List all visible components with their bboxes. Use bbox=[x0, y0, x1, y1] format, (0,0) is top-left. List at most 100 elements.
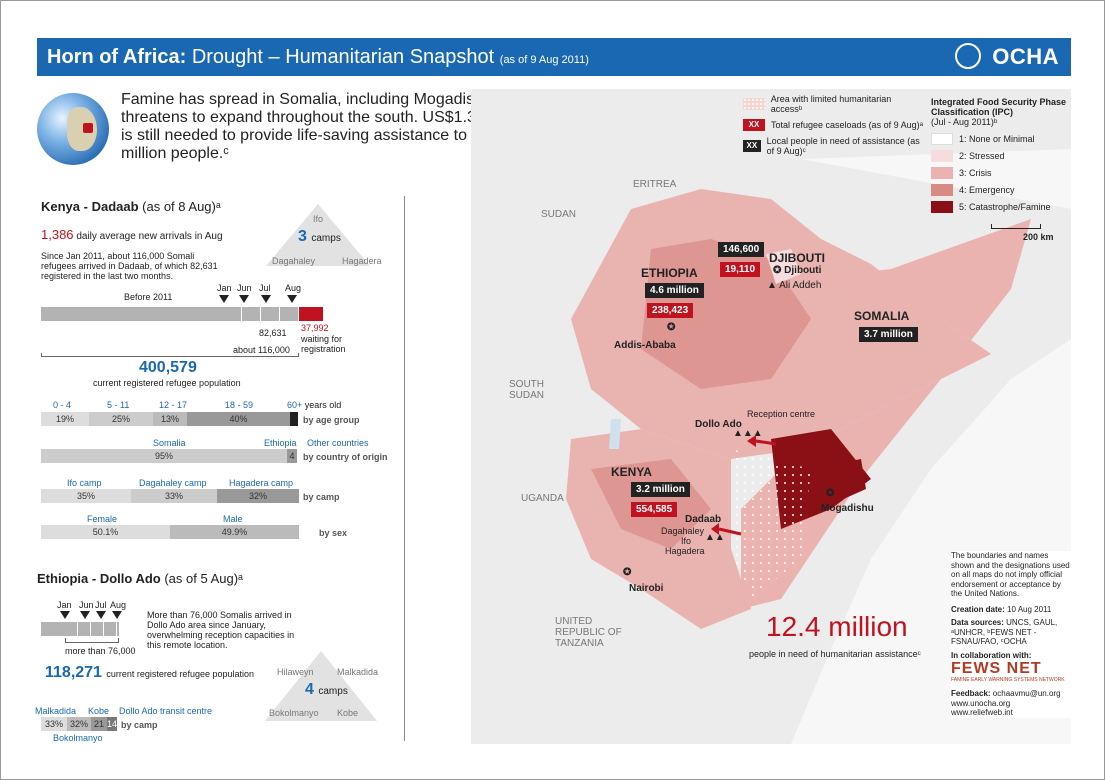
sex-bar-male: 49.9% bbox=[170, 525, 299, 539]
legend-local-swatch: XX bbox=[743, 140, 761, 152]
title-date: (as of 9 Aug 2011) bbox=[499, 54, 589, 66]
legend-access: Area with limited humanitarian accessᵇ bbox=[743, 94, 923, 114]
somalia-need-badge: 3.7 million bbox=[859, 327, 918, 342]
total-need-text: people in need of humanitarian assistanc… bbox=[749, 649, 921, 659]
city-djibouti: ✪ Djibouti bbox=[773, 265, 822, 276]
marker-aug-icon bbox=[287, 295, 297, 303]
eth-monthly-bar bbox=[65, 622, 119, 636]
page-title: Horn of Africa: Drought – Humanitarian S… bbox=[47, 46, 589, 69]
waiting-number: 37,992 bbox=[301, 323, 329, 333]
fews-logo-sub: FAMINE EARLY WARNING SYSTEMS NETWORK bbox=[951, 676, 1065, 683]
camp-hilaweyn-label: Hilaweyn bbox=[277, 667, 314, 677]
marker-jan-icon bbox=[219, 295, 229, 303]
age-bar-12-17: 13% bbox=[153, 412, 187, 426]
sources-label: Data sources: bbox=[951, 618, 1004, 627]
dadaab-hagadera: Hagadera bbox=[665, 546, 705, 556]
origin-label-somalia: Somalia bbox=[153, 438, 186, 448]
kenya-camps-graphic: Ifo 3 camps Dagahaley Hagadera bbox=[266, 204, 382, 266]
ipc-label-1: 1: None or Minimal bbox=[959, 134, 1035, 144]
kenya-refugee-badge: 554,585 bbox=[631, 502, 678, 517]
limited-access-area bbox=[731, 449, 811, 599]
data-sources: Data sources: UNCS, GAUL, ᵃUNHCR, ᵇFEWS … bbox=[951, 618, 1071, 647]
camp-bar-dagahaley: 33% bbox=[131, 489, 217, 503]
ipc-swatch-5 bbox=[931, 201, 953, 213]
city-addis: Addis-Ababa bbox=[614, 340, 676, 351]
label-uganda: UGANDA bbox=[521, 493, 564, 504]
ipc-title: Integrated Food Security Phase Classific… bbox=[931, 97, 1067, 117]
eth-population: 118,271 current registered refugee popul… bbox=[45, 664, 254, 682]
reception-centre-label: Reception centre bbox=[747, 409, 816, 419]
camp-bokolmanyo-label: Bokolmanyo bbox=[269, 708, 319, 718]
kenya-title: Kenya - Dadaab bbox=[41, 199, 139, 214]
label-ethiopia: ETHIOPIA bbox=[641, 266, 698, 280]
dadaab-ifo: Ifo bbox=[681, 536, 692, 546]
eth-note: More than 76,000 Somalis arrived in Doll… bbox=[147, 610, 295, 650]
camp-label-ifo: Ifo camp bbox=[67, 478, 102, 488]
city-dadaab: Dadaab bbox=[685, 514, 722, 525]
sex-label-male: Male bbox=[223, 514, 243, 524]
eth-camp-label-transit: Dollo Ado transit centre bbox=[119, 706, 213, 716]
eth-population-number: 118,271 bbox=[45, 664, 102, 681]
title-banner: Horn of Africa: Drought – Humanitarian S… bbox=[37, 38, 1071, 76]
arrivals-text: daily average new arrivals in Aug bbox=[73, 231, 223, 242]
label-kenya: KENYA bbox=[611, 465, 652, 479]
djibouti-refugee-badge: 19,110 bbox=[720, 262, 761, 277]
population-bracket bbox=[41, 353, 299, 357]
disclaimer-text: The boundaries and names shown and the d… bbox=[951, 551, 1070, 598]
eth-population-text: current registered refugee population bbox=[106, 669, 255, 679]
ethiopia-title: Ethiopia - Dollo Ado bbox=[37, 571, 161, 586]
ipc-swatch-3 bbox=[931, 167, 953, 179]
kenya-note: Since Jan 2011, about 116,000 Somali ref… bbox=[41, 251, 218, 281]
eth-camp-bar-transit: 14 bbox=[107, 717, 118, 731]
eth-camp-bar-kobe: 21 bbox=[91, 717, 107, 731]
ocha-logo: OCHA bbox=[992, 44, 1059, 69]
creation-date: Creation date: 10 Aug 2011 bbox=[951, 605, 1071, 615]
link-unocha[interactable]: www.unocha.org bbox=[951, 698, 1011, 708]
disclaimer-panel: The boundaries and names shown and the d… bbox=[951, 551, 1071, 718]
camp-caption: by camp bbox=[303, 492, 340, 502]
origin-label-other: Other countries bbox=[307, 438, 369, 448]
eth-camp-label-malkadida: Malkadida bbox=[35, 706, 77, 716]
camps-number: 3 bbox=[298, 228, 307, 245]
eth-camp-bar-bokolmanyo: 32% bbox=[67, 717, 91, 731]
kenya-need-badge: 3.2 million bbox=[631, 482, 690, 497]
feedback-label: Feedback: bbox=[951, 689, 991, 698]
ethiopia-date: (as of 5 Aug)ᵃ bbox=[160, 571, 243, 586]
djibouti-area bbox=[766, 249, 801, 284]
waiting-text: waiting for registration bbox=[301, 334, 346, 354]
djibouti-need-badge: 146,600 bbox=[718, 242, 765, 257]
famine-area-mogadishu bbox=[811, 459, 866, 509]
age-bar-5-11: 25% bbox=[89, 412, 153, 426]
collab-label: In collaboration with: bbox=[951, 650, 1032, 660]
fews-logo: FEWS NET bbox=[951, 661, 1071, 677]
legend-local-label: Local people in need of assistance (as o… bbox=[766, 136, 920, 156]
eth-month-jan: Jan bbox=[57, 600, 72, 610]
link-reliefweb[interactable]: www.reliefweb.int bbox=[951, 708, 1013, 717]
eth-camps-label: camps bbox=[318, 686, 348, 697]
eth-camps-graphic: Hilaweyn Malkadida 4 camps Bokolmanyo Ko… bbox=[265, 651, 378, 721]
before-2011-label: Before 2011 bbox=[124, 292, 173, 302]
origin-bar-somalia: 95% bbox=[41, 449, 287, 463]
camp-ifo-label: Ifo bbox=[313, 214, 324, 224]
intro-text: Famine has spread in Somalia, including … bbox=[121, 91, 528, 162]
legend-refugee-swatch: XX bbox=[743, 119, 765, 131]
origin-label-ethiopia: Ethiopia bbox=[264, 438, 297, 448]
age-bar-0-4: 19% bbox=[41, 412, 89, 426]
label-south-sudan: SOUTH SUDAN bbox=[509, 379, 545, 401]
eth-month-aug: Aug bbox=[110, 600, 127, 610]
city-mogadishu: Mogadishu bbox=[821, 503, 874, 514]
ethiopia-heading: Ethiopia - Dollo Ado (as of 5 Aug)ᵃ bbox=[37, 571, 243, 586]
eth-marker-aug-icon bbox=[112, 611, 122, 619]
ipc-swatch-1 bbox=[931, 133, 953, 145]
age-label-12-17: 12 - 17 bbox=[159, 400, 188, 410]
legend-refugee-label: Total refugee caseloads (as of 9 Aug)ᵃ bbox=[771, 120, 923, 130]
arrivals-number: 1,386 bbox=[41, 227, 74, 242]
total-need-number: 12.4 million bbox=[766, 611, 908, 642]
ipc-label-2: 2: Stressed bbox=[959, 151, 1005, 161]
eth-camps-count: 4 camps bbox=[305, 681, 348, 699]
feedback-email[interactable]: ochaavmu@un.org bbox=[990, 689, 1061, 698]
origin-bar-ethiopia: 4 bbox=[287, 449, 297, 463]
about-116-label: about 116,000 bbox=[233, 345, 290, 355]
camp-label-hagadera: Hagadera camp bbox=[229, 478, 294, 488]
